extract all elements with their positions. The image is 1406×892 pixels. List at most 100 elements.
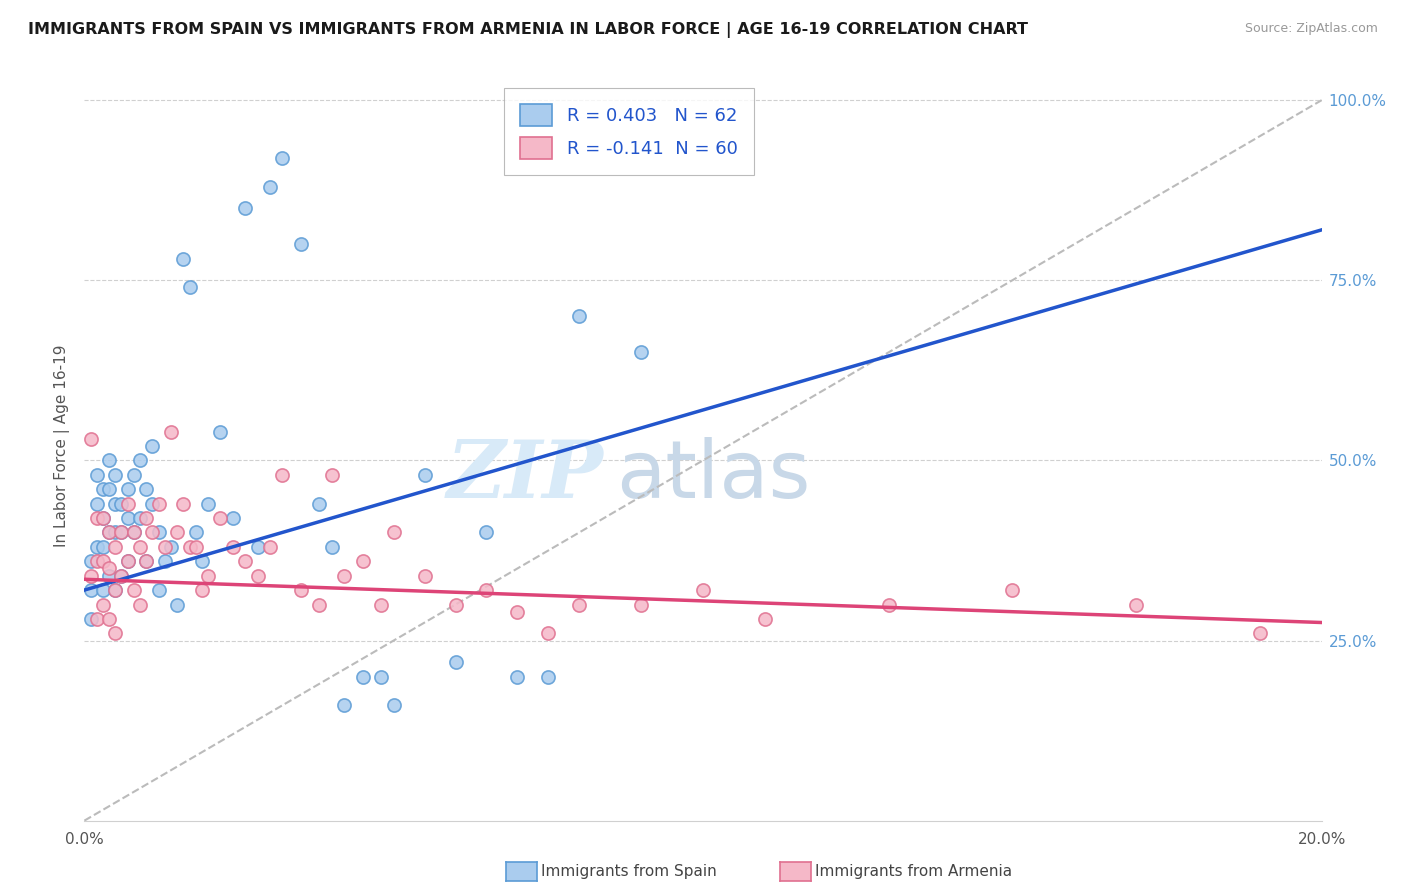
Point xyxy=(104,540,127,554)
Point xyxy=(290,583,312,598)
Text: IMMIGRANTS FROM SPAIN VS IMMIGRANTS FROM ARMENIA IN LABOR FORCE | AGE 16-19 CORR: IMMIGRANTS FROM SPAIN VS IMMIGRANTS FROM… xyxy=(28,22,1028,38)
Point xyxy=(79,432,101,446)
Point xyxy=(444,598,467,612)
Point xyxy=(135,554,157,568)
Point xyxy=(153,554,176,568)
Point xyxy=(110,568,132,582)
Text: Source: ZipAtlas.com: Source: ZipAtlas.com xyxy=(1244,22,1378,36)
Point xyxy=(86,497,108,511)
Point xyxy=(91,511,114,525)
Point xyxy=(129,511,152,525)
Point xyxy=(129,453,152,467)
Point xyxy=(141,525,163,540)
Point xyxy=(86,511,108,525)
Point xyxy=(537,669,560,683)
Text: Immigrants from Spain: Immigrants from Spain xyxy=(541,864,717,879)
Point xyxy=(86,554,108,568)
Point xyxy=(222,511,245,525)
Point xyxy=(86,540,108,554)
Point xyxy=(110,525,132,540)
Point xyxy=(104,467,127,482)
Point xyxy=(184,540,207,554)
Point xyxy=(110,525,132,540)
Point xyxy=(79,583,101,598)
Point xyxy=(91,511,114,525)
Point xyxy=(79,612,101,626)
Point xyxy=(197,568,219,582)
Point xyxy=(233,554,256,568)
Point xyxy=(1249,626,1271,640)
Point xyxy=(271,151,294,165)
Point xyxy=(370,598,392,612)
Point xyxy=(129,598,152,612)
Point xyxy=(172,252,194,266)
Point xyxy=(79,568,101,582)
Point xyxy=(91,482,114,496)
Point xyxy=(166,525,188,540)
Point xyxy=(506,669,529,683)
Point xyxy=(209,425,232,439)
Point xyxy=(160,425,183,439)
Point xyxy=(110,568,132,582)
Point xyxy=(122,525,145,540)
Y-axis label: In Labor Force | Age 16-19: In Labor Force | Age 16-19 xyxy=(55,344,70,548)
Point xyxy=(209,511,232,525)
Point xyxy=(370,669,392,683)
Point xyxy=(246,568,269,582)
Point xyxy=(79,554,101,568)
Point xyxy=(308,598,330,612)
Point xyxy=(1125,598,1147,612)
Point xyxy=(172,497,194,511)
Point xyxy=(290,237,312,252)
Point xyxy=(91,598,114,612)
Point xyxy=(104,583,127,598)
Point xyxy=(153,540,176,554)
Point xyxy=(122,467,145,482)
Point xyxy=(630,598,652,612)
Point xyxy=(754,612,776,626)
Point xyxy=(135,482,157,496)
Point xyxy=(197,497,219,511)
Point xyxy=(117,554,139,568)
Point xyxy=(104,525,127,540)
Point xyxy=(91,540,114,554)
Point xyxy=(98,482,121,496)
Point xyxy=(141,439,163,453)
Point xyxy=(148,497,170,511)
Point xyxy=(475,525,498,540)
Point xyxy=(352,554,374,568)
Point xyxy=(222,540,245,554)
Point xyxy=(333,568,356,582)
Point xyxy=(321,540,343,554)
Point xyxy=(333,698,356,713)
Point xyxy=(382,698,405,713)
Point xyxy=(506,605,529,619)
Point xyxy=(98,561,121,575)
Point xyxy=(104,583,127,598)
Point xyxy=(1001,583,1024,598)
Point xyxy=(413,568,436,582)
Point xyxy=(259,540,281,554)
Point xyxy=(91,583,114,598)
Point xyxy=(129,540,152,554)
Point xyxy=(104,497,127,511)
Point xyxy=(233,201,256,215)
Point xyxy=(184,525,207,540)
Point xyxy=(179,280,201,294)
Point xyxy=(308,497,330,511)
Point xyxy=(122,525,145,540)
Point xyxy=(91,554,114,568)
Point xyxy=(98,525,121,540)
Point xyxy=(86,612,108,626)
Point xyxy=(86,467,108,482)
Point xyxy=(382,525,405,540)
Text: Immigrants from Armenia: Immigrants from Armenia xyxy=(815,864,1012,879)
Point xyxy=(537,626,560,640)
Point xyxy=(444,655,467,669)
Point xyxy=(98,453,121,467)
Point xyxy=(413,467,436,482)
Point xyxy=(117,554,139,568)
Point xyxy=(321,467,343,482)
Point xyxy=(148,525,170,540)
Point xyxy=(475,583,498,598)
